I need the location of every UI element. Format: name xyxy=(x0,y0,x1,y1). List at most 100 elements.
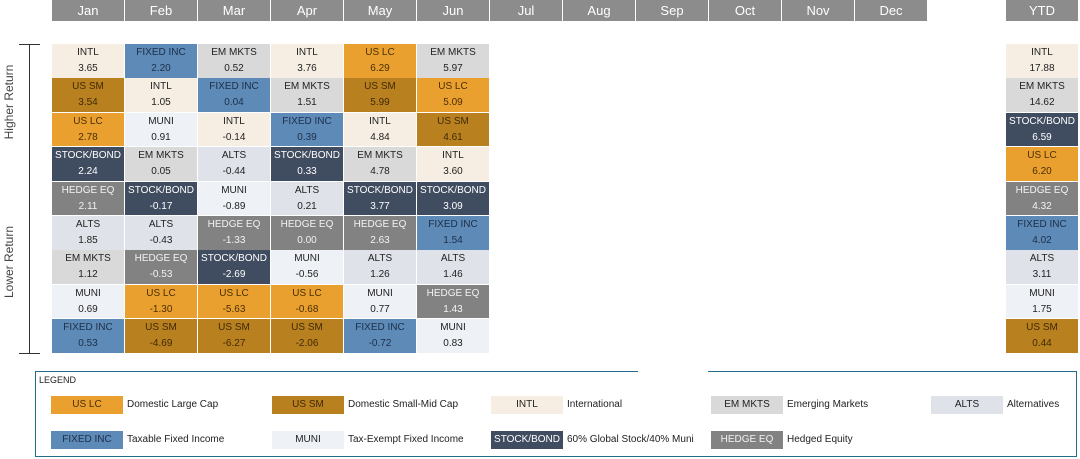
quilt-cell: US SM 5.99 xyxy=(344,78,416,112)
quilt-cell: HEDGE EQ 2.63 xyxy=(344,216,416,250)
asset-class-label: US SM xyxy=(291,322,323,334)
month-header-dec: Dec xyxy=(855,0,927,21)
asset-class-label: EM MKTS xyxy=(1019,81,1065,93)
quilt-cell: INTL 4.84 xyxy=(344,112,416,147)
asset-class-label: FIXED INC xyxy=(63,322,113,334)
quilt-cell: US LC 5.09 xyxy=(417,78,489,112)
quilt-cell: US LC -5.63 xyxy=(198,284,270,319)
asset-class-label: FIXED INC xyxy=(209,81,259,93)
asset-class-label: HEDGE EQ xyxy=(280,219,334,230)
quilt-cell: ALTS 3.11 xyxy=(1006,250,1078,284)
return-value: -0.14 xyxy=(222,131,246,143)
asset-class-label: FIXED INC xyxy=(1017,219,1067,230)
asset-class-label: EM MKTS xyxy=(430,47,476,58)
asset-class-label: STOCK/BOND xyxy=(128,184,194,196)
asset-class-label: HEDGE EQ xyxy=(207,219,261,230)
asset-class-label: US SM xyxy=(437,115,469,127)
quilt-cell: ALTS 1.26 xyxy=(344,250,416,284)
return-value: 2.63 xyxy=(370,235,390,246)
return-value: -1.33 xyxy=(222,235,246,246)
return-value: -2.69 xyxy=(222,269,246,281)
return-value: -0.17 xyxy=(149,200,173,212)
return-value: -6.27 xyxy=(222,338,246,350)
asset-class-label: MUNI xyxy=(294,253,320,265)
asset-class-label: US SM xyxy=(218,322,250,334)
legend-description: Tax-Exempt Fixed Income xyxy=(348,434,464,445)
return-value: 5.09 xyxy=(443,97,463,109)
quilt-cell: FIXED INC 1.54 xyxy=(417,216,489,250)
asset-class-label: INTL xyxy=(1031,47,1053,58)
asset-class-label: HEDGE EQ xyxy=(134,253,188,265)
axis-label-lower: Lower Return xyxy=(2,225,16,299)
return-value: -0.72 xyxy=(368,338,392,350)
legend-description: Taxable Fixed Income xyxy=(127,434,225,445)
asset-class-label: FIXED INC xyxy=(355,322,405,334)
legend-description: Domestic Small-Mid Cap xyxy=(348,399,459,410)
quilt-cell: US LC -0.68 xyxy=(271,284,343,319)
return-value: 3.65 xyxy=(78,63,98,74)
asset-class-label: INTL xyxy=(77,47,99,58)
return-value: -0.53 xyxy=(149,269,173,281)
asset-class-label: US LC xyxy=(219,287,249,299)
return-value: 1.12 xyxy=(78,269,98,281)
quilt-cell: FIXED INC 0.39 xyxy=(271,112,343,147)
return-value: 4.32 xyxy=(1032,200,1052,212)
quilt-cell: FIXED INC 2.20 xyxy=(125,44,197,78)
return-value: 0.00 xyxy=(297,235,317,246)
quilt-cell: INTL 3.65 xyxy=(52,44,124,78)
quilt-cell: FIXED INC 0.53 xyxy=(52,319,124,353)
legend-description: 60% Global Stock/40% Muni xyxy=(567,434,694,445)
return-value: 6.29 xyxy=(370,63,390,74)
quilt-cell: HEDGE EQ 0.00 xyxy=(271,216,343,250)
quilt-cell: EM MKTS 14.62 xyxy=(1006,78,1078,112)
return-value: 1.75 xyxy=(1032,303,1052,315)
quilt-cell: EM MKTS 0.52 xyxy=(198,44,270,78)
return-value: 4.02 xyxy=(1032,235,1052,246)
quilt-cell: EM MKTS 1.12 xyxy=(52,250,124,284)
legend-title: LEGEND xyxy=(39,375,77,385)
return-value: 0.91 xyxy=(151,131,171,143)
return-value: -2.06 xyxy=(295,338,319,350)
quilt-cell: STOCK/BOND 0.33 xyxy=(271,147,343,181)
return-value: 6.59 xyxy=(1032,131,1052,143)
quilt-cell: US LC 6.20 xyxy=(1006,147,1078,181)
quilt-cell: EM MKTS 4.78 xyxy=(344,147,416,181)
return-value: 3.60 xyxy=(443,166,463,178)
asset-class-label: INTL xyxy=(369,115,391,127)
asset-class-label: MUNI xyxy=(75,287,101,299)
asset-class-label: ALTS xyxy=(1029,253,1055,265)
return-value: 1.54 xyxy=(443,235,463,246)
asset-class-label: FIXED INC xyxy=(282,115,332,127)
quilt-cell: US LC 6.29 xyxy=(344,44,416,78)
quilt-cell: US SM -2.06 xyxy=(271,319,343,353)
quilt-cell: MUNI 1.75 xyxy=(1006,284,1078,319)
quilt-cell: MUNI 0.69 xyxy=(52,284,124,319)
quilt-cell: US SM 0.44 xyxy=(1006,319,1078,353)
return-value: 0.83 xyxy=(443,338,463,350)
quilt-cell: ALTS 1.85 xyxy=(52,216,124,250)
quilt-cell: MUNI -0.56 xyxy=(271,250,343,284)
quilt-cell: MUNI 0.91 xyxy=(125,112,197,147)
legend-description: International xyxy=(567,399,623,410)
quilt-cell: MUNI 0.83 xyxy=(417,319,489,353)
quilt-cell: US SM 4.61 xyxy=(417,112,489,147)
asset-class-label: ALTS xyxy=(148,219,174,230)
return-value: 0.05 xyxy=(151,166,171,178)
quilt-cell: INTL -0.14 xyxy=(198,112,270,147)
quilt-cell: STOCK/BOND 2.24 xyxy=(52,147,124,181)
axis-bottom-tick xyxy=(19,353,40,354)
quilt-cell: EM MKTS 0.05 xyxy=(125,147,197,181)
asset-class-label: US LC xyxy=(438,81,468,93)
asset-class-label: EM MKTS xyxy=(65,253,111,265)
return-value: -0.56 xyxy=(295,269,319,281)
asset-class-label: US LC xyxy=(73,115,103,127)
asset-class-label: INTL xyxy=(223,115,245,127)
asset-class-label: HEDGE EQ xyxy=(426,287,480,299)
quilt-cell: FIXED INC 4.02 xyxy=(1006,216,1078,250)
return-value: 0.69 xyxy=(78,303,98,315)
asset-class-label: INTL xyxy=(296,47,318,58)
quilt-cell: STOCK/BOND 3.09 xyxy=(417,181,489,216)
return-value: -0.89 xyxy=(222,200,246,212)
return-value: 2.24 xyxy=(78,166,98,178)
asset-class-label: MUNI xyxy=(367,287,393,299)
